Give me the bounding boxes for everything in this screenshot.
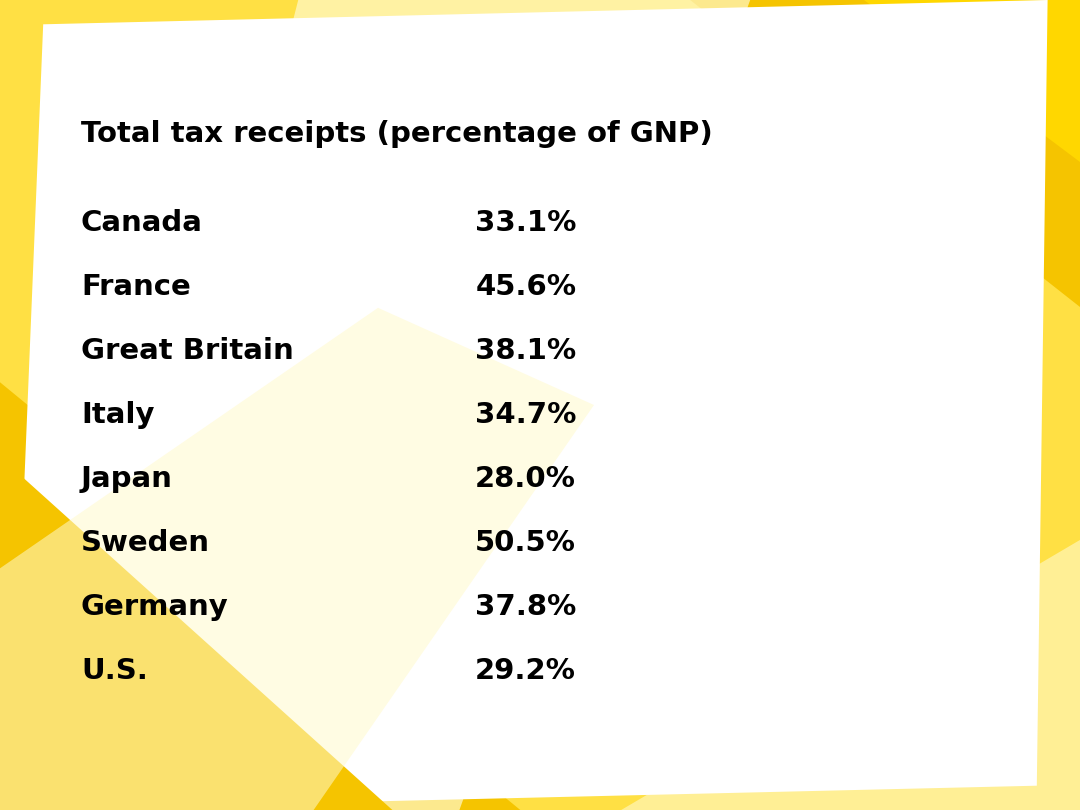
Text: Great Britain: Great Britain xyxy=(81,337,294,364)
Polygon shape xyxy=(0,437,410,810)
Polygon shape xyxy=(842,0,1080,178)
Text: France: France xyxy=(81,273,191,301)
Polygon shape xyxy=(594,526,1080,810)
Text: 33.1%: 33.1% xyxy=(475,209,577,237)
Text: 37.8%: 37.8% xyxy=(475,593,577,620)
Text: 50.5%: 50.5% xyxy=(475,529,576,556)
Text: 45.6%: 45.6% xyxy=(475,273,577,301)
Text: Sweden: Sweden xyxy=(81,529,210,556)
Text: 38.1%: 38.1% xyxy=(475,337,577,364)
Polygon shape xyxy=(11,0,1048,810)
Text: U.S.: U.S. xyxy=(81,657,148,684)
Text: Germany: Germany xyxy=(81,593,229,620)
Polygon shape xyxy=(0,364,540,810)
Text: 29.2%: 29.2% xyxy=(475,657,576,684)
Polygon shape xyxy=(670,0,1080,324)
Polygon shape xyxy=(0,308,594,810)
Text: Total tax receipts (percentage of GNP): Total tax receipts (percentage of GNP) xyxy=(81,120,713,147)
Text: Italy: Italy xyxy=(81,401,154,428)
Text: Japan: Japan xyxy=(81,465,173,492)
Text: 28.0%: 28.0% xyxy=(475,465,576,492)
Polygon shape xyxy=(86,0,756,810)
Text: Canada: Canada xyxy=(81,209,203,237)
Text: 34.7%: 34.7% xyxy=(475,401,577,428)
